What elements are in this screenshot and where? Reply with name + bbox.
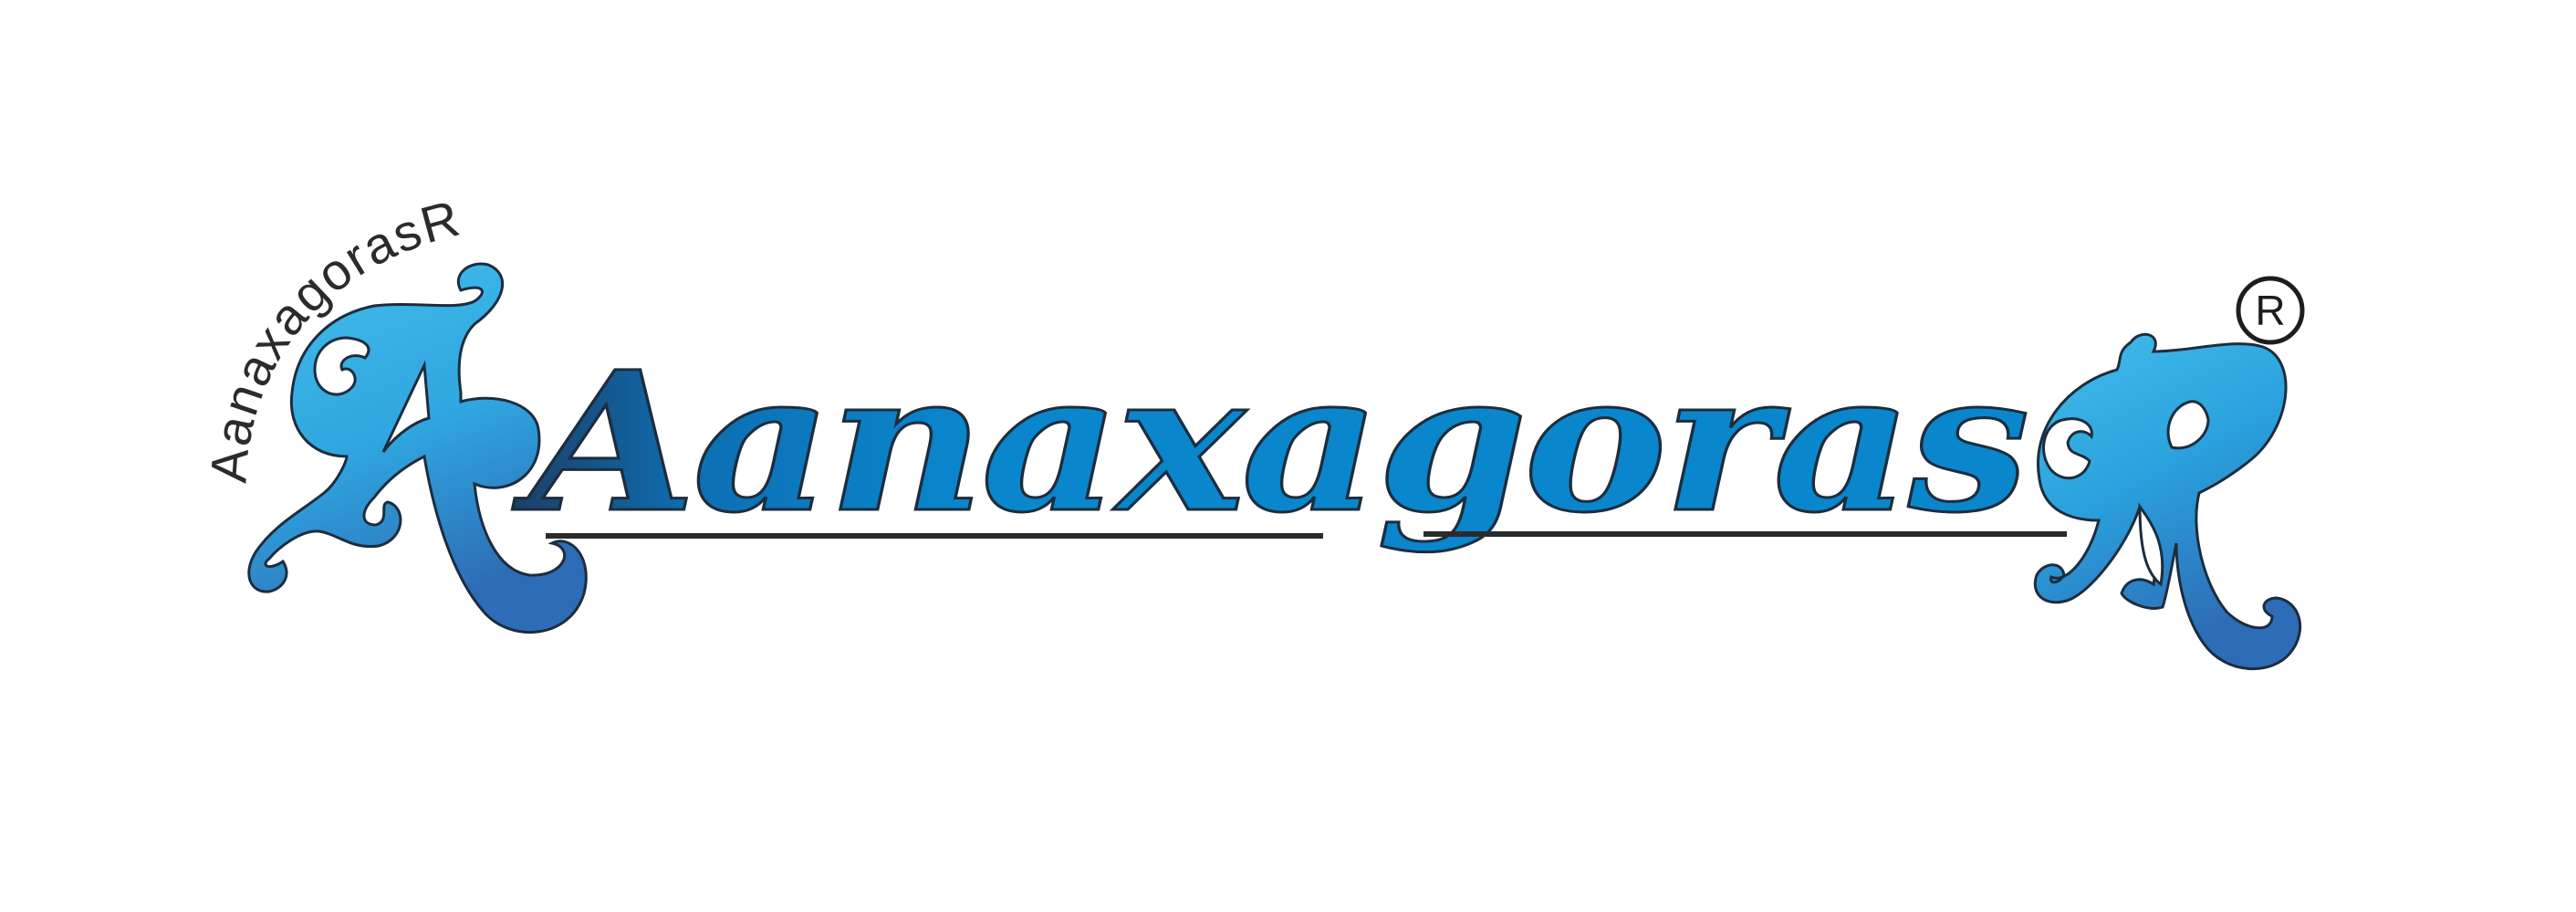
logo-wordmark: Aanaxagoras: [512, 330, 2026, 555]
wordmark-group: Aanaxagoras: [510, 329, 2030, 557]
registered-mark-letter: R: [2255, 287, 2285, 334]
capital-r-ornament: [2033, 332, 2302, 671]
registered-mark: R: [2236, 276, 2305, 345]
capital-a-ornament: [247, 262, 588, 634]
